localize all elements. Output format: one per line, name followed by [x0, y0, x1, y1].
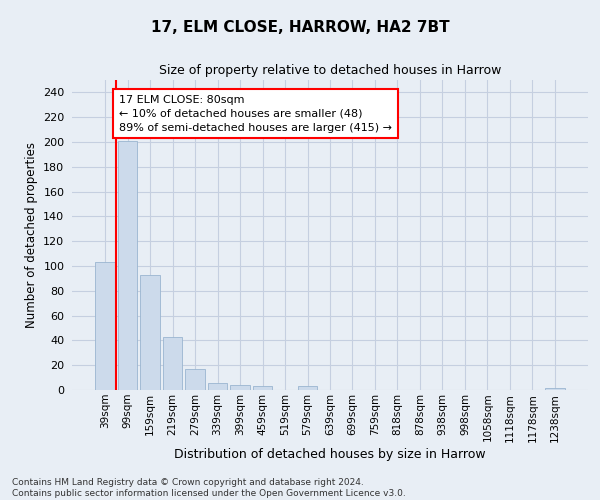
Text: 17 ELM CLOSE: 80sqm
← 10% of detached houses are smaller (48)
89% of semi-detach: 17 ELM CLOSE: 80sqm ← 10% of detached ho… [119, 95, 392, 133]
Text: Contains HM Land Registry data © Crown copyright and database right 2024.
Contai: Contains HM Land Registry data © Crown c… [12, 478, 406, 498]
Bar [208, 382, 227, 390]
Bar [298, 386, 317, 390]
Title: Size of property relative to detached houses in Harrow: Size of property relative to detached ho… [159, 64, 501, 78]
Y-axis label: Number of detached properties: Number of detached properties [25, 142, 38, 328]
Bar [140, 274, 160, 390]
Bar [545, 388, 565, 390]
Bar [163, 336, 182, 390]
Bar [185, 369, 205, 390]
X-axis label: Distribution of detached houses by size in Harrow: Distribution of detached houses by size … [174, 448, 486, 462]
Bar [118, 141, 137, 390]
Bar [95, 262, 115, 390]
Bar [253, 386, 272, 390]
Text: 17, ELM CLOSE, HARROW, HA2 7BT: 17, ELM CLOSE, HARROW, HA2 7BT [151, 20, 449, 35]
Bar [230, 385, 250, 390]
